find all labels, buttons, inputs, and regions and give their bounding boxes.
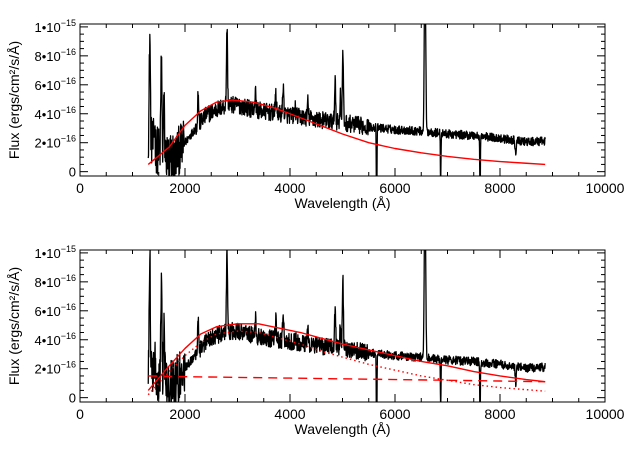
x-tick-label: 2000	[169, 180, 200, 196]
y-tick-label: 8•10−16	[34, 273, 76, 290]
plot-area	[147, 24, 546, 176]
x-axis-label: Wavelength (Å)	[295, 195, 391, 211]
y-tick-label: 4•10−16	[34, 331, 76, 348]
model-fit-line	[147, 99, 546, 166]
x-tick-label: 10000	[586, 180, 625, 196]
y-tick-label: 2•10−16	[34, 360, 76, 377]
plot-area	[147, 250, 546, 402]
x-tick-label: 2000	[169, 406, 200, 422]
spectrum-line	[147, 24, 546, 176]
y-tick-label: 1•10−15	[34, 18, 76, 35]
y-tick-label: 1•10−15	[34, 244, 76, 261]
x-tick-label: 0	[76, 406, 84, 422]
component-dotted-line	[147, 330, 546, 396]
x-tick-label: 4000	[274, 406, 305, 422]
x-tick-label: 0	[76, 180, 84, 196]
x-tick-label: 4000	[274, 180, 305, 196]
bottom-spectrum-panel: 0 2000 4000 6000 8000 10000 0 2•10−16 4•10−16 6•1…	[6, 244, 625, 437]
y-tick-label: 0	[69, 391, 76, 406]
y-tick-label: 2•10−16	[34, 134, 76, 151]
y-axis-label: Flux (ergs/cm²/s/Å)	[6, 267, 22, 385]
x-axis-label: Wavelength (Å)	[295, 421, 391, 437]
y-tick-label: 6•10−16	[34, 76, 76, 93]
spectrum-line	[147, 250, 546, 402]
x-tick-label: 6000	[379, 406, 410, 422]
component-dashed-line	[148, 375, 546, 383]
y-tick-label: 6•10−16	[34, 302, 76, 319]
x-tick-label: 8000	[484, 180, 515, 196]
top-spectrum-panel: 0 2000 4000 6000 8000 10000 0 2•10−16 4•10−16 6•1…	[6, 18, 625, 211]
x-tick-label: 8000	[484, 406, 515, 422]
y-tick-label: 8•10−16	[34, 47, 76, 64]
y-tick-label: 0	[69, 165, 76, 180]
x-tick-label: 10000	[586, 406, 625, 422]
model-fit-line	[147, 323, 546, 391]
y-tick-label: 4•10−16	[34, 105, 76, 122]
x-tick-label: 6000	[379, 180, 410, 196]
y-axis-label: Flux (ergs/cm²/s/Å)	[6, 41, 22, 159]
